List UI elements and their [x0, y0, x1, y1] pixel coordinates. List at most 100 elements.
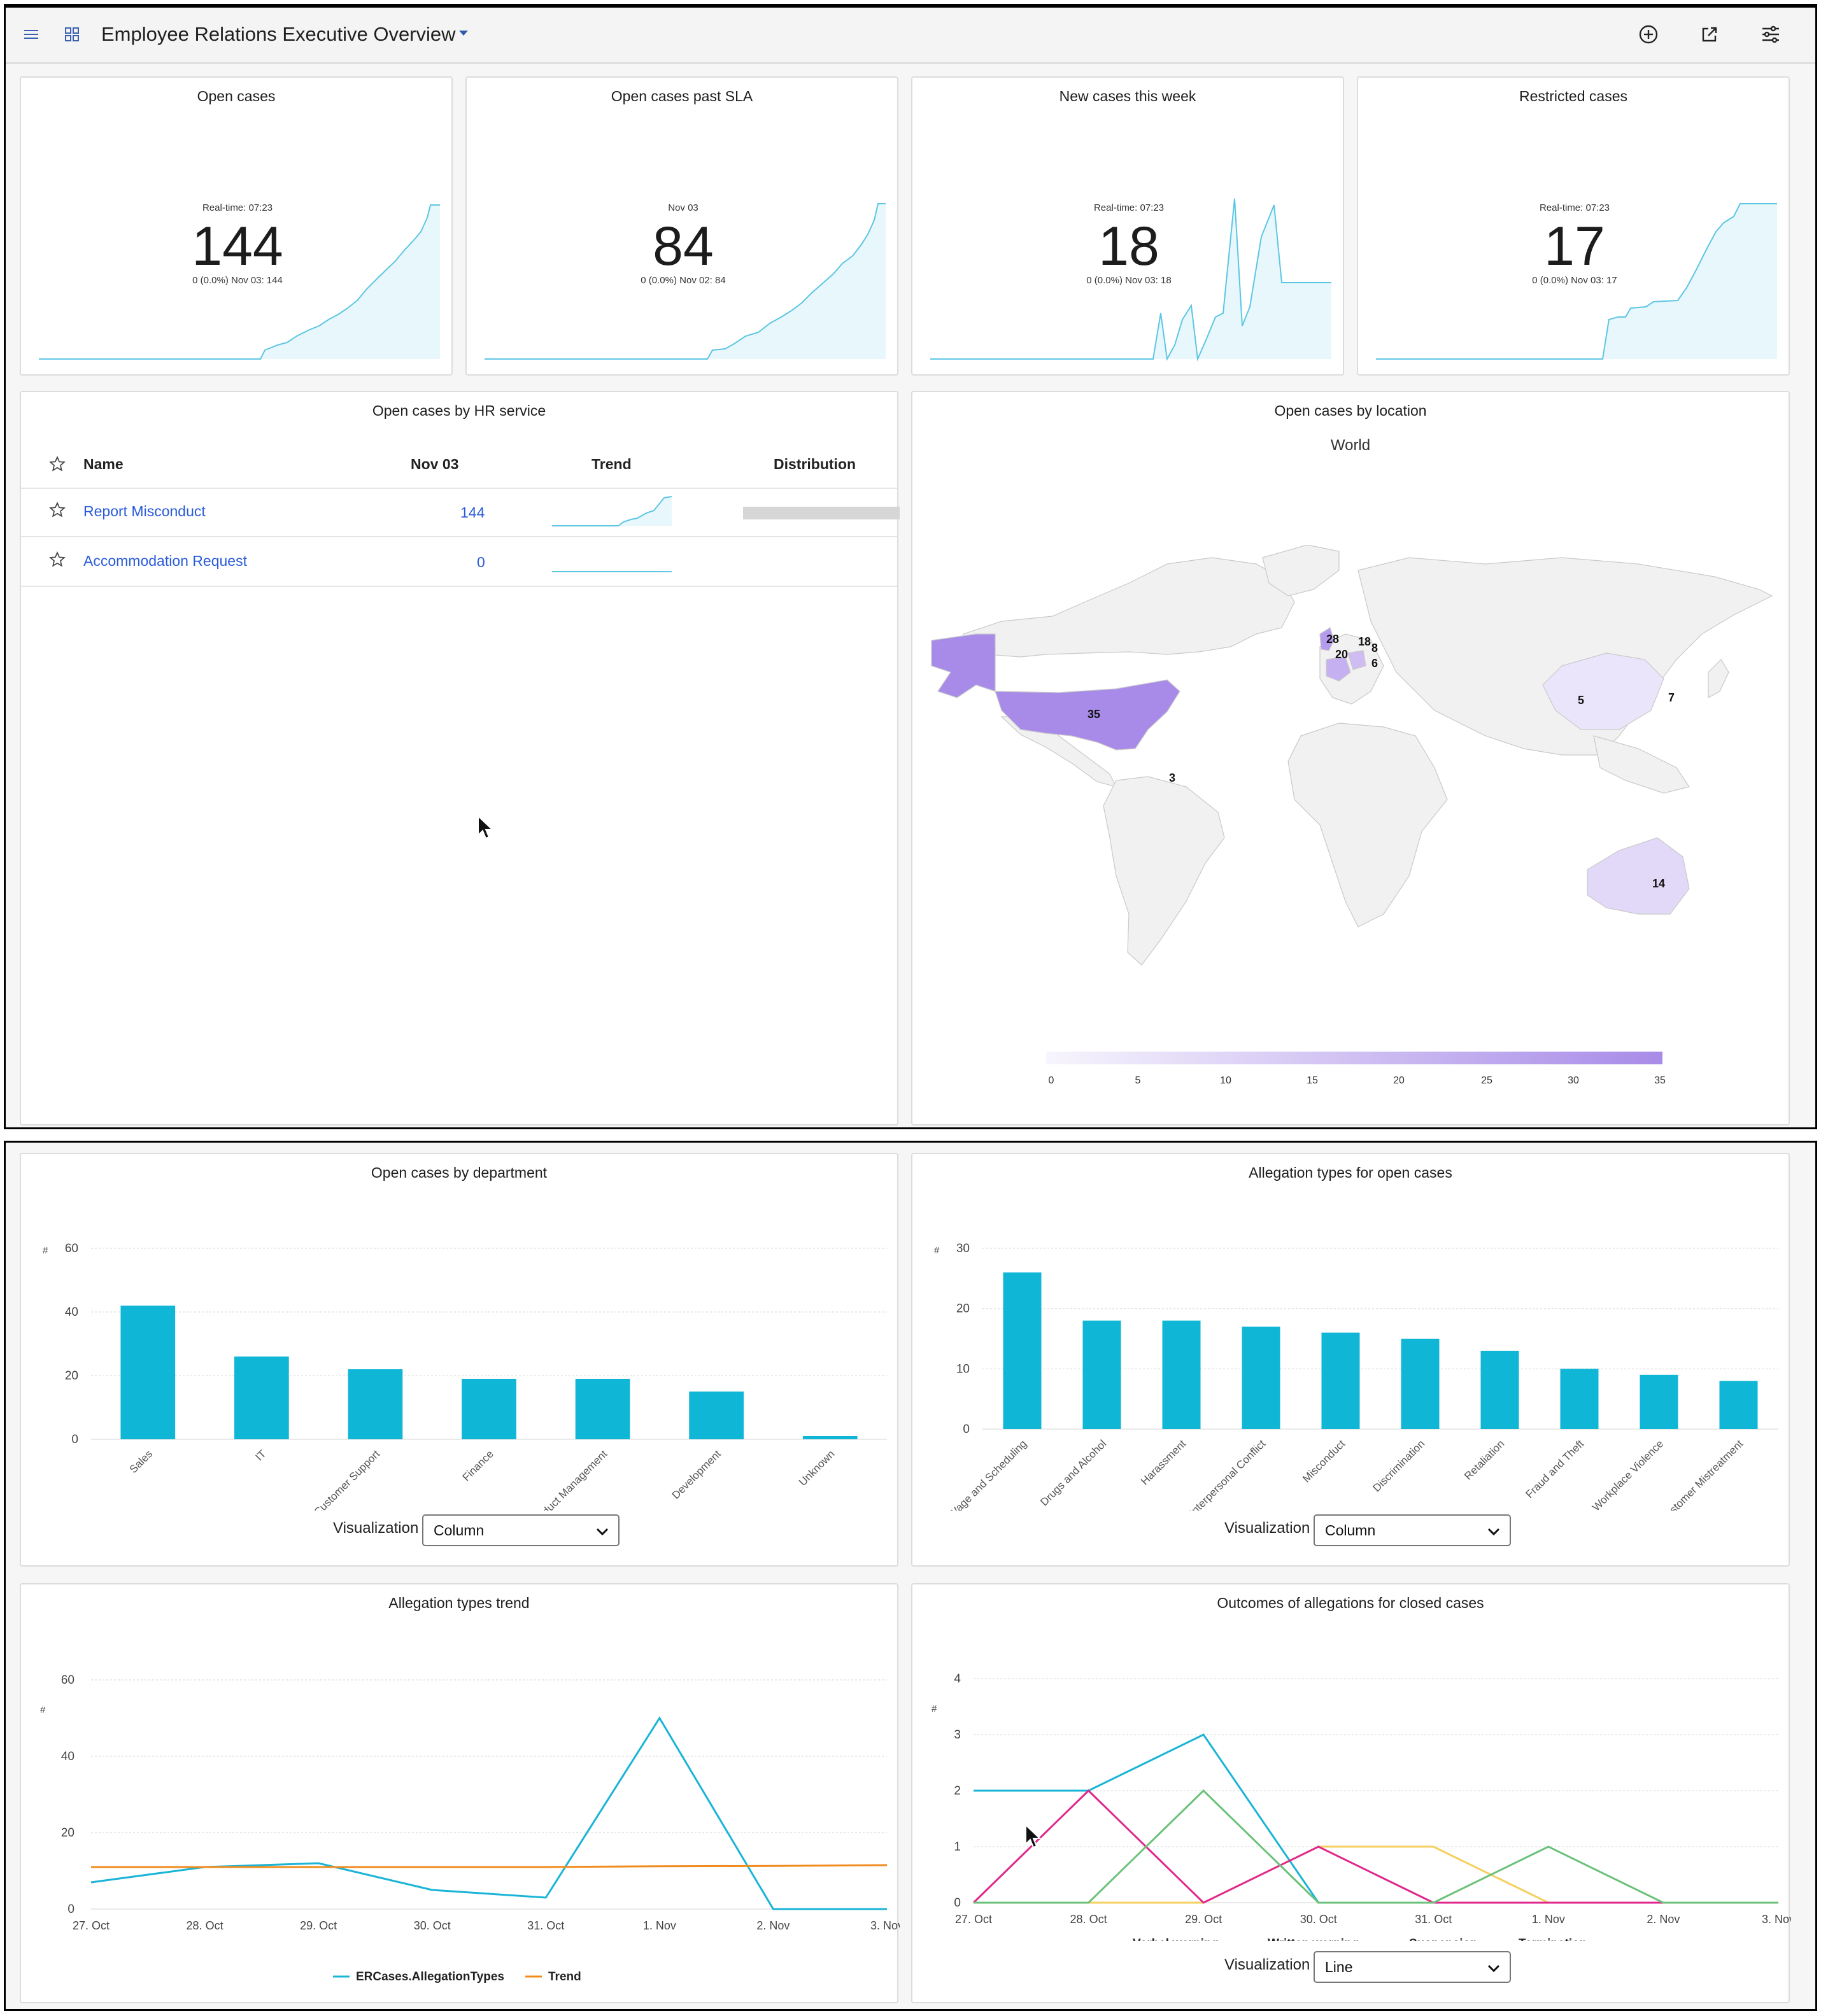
kpi-sparkline: [1376, 203, 1777, 360]
map-europe: [1319, 633, 1384, 705]
dashboard-title: Employee Relations Executive Overview: [101, 23, 456, 45]
star-icon[interactable]: [49, 502, 66, 518]
mouse-cursor-icon: [1025, 1824, 1042, 1849]
y-tick-label: 60: [61, 1674, 74, 1687]
bar: [1401, 1339, 1440, 1429]
location-card: Open cases by location World: [911, 391, 1790, 1125]
department-bar-chart[interactable]: 0 20 40 60 # Sales IT Customer Support Finance Pr…: [21, 1192, 900, 1511]
x-tick-label: 30. Oct: [1300, 1913, 1337, 1926]
bar: [1640, 1374, 1678, 1429]
row-name-link[interactable]: Accommodation Request: [83, 553, 247, 569]
kpi-value: 17: [1544, 216, 1605, 277]
x-tick-label: 3. Nov: [1762, 1913, 1791, 1926]
map-label-uk: 28: [1326, 633, 1339, 645]
kpi-card-new-cases-this-week[interactable]: New cases this week Real-time: 07:23 18 …: [911, 76, 1344, 376]
kpi-card-restricted-cases[interactable]: Restricted cases Real-time: 07:23 17 0 (…: [1357, 76, 1790, 376]
bar: [1321, 1332, 1360, 1429]
x-tick-label: Fraud and Theft: [1524, 1437, 1587, 1500]
grid-icon[interactable]: [59, 22, 85, 47]
bar: [1162, 1320, 1201, 1429]
star-icon[interactable]: [49, 551, 66, 568]
bar: [348, 1369, 403, 1439]
hr-service-card: Open cases by HR service Name Nov 03 Tre…: [20, 391, 900, 1125]
series-line: [974, 1789, 1778, 1904]
map-color-legend: 0 5 10 15 20 25 30 35: [1046, 1052, 1666, 1086]
legend-tick: 25: [1481, 1075, 1492, 1086]
title-dropdown-caret-icon[interactable]: [459, 31, 468, 36]
kpi-card-open-cases-past-sla[interactable]: Open cases past SLA Nov 03 84 0 (0.0%) N…: [465, 76, 898, 376]
row-value-link[interactable]: 144: [460, 504, 485, 521]
kpi-card-open-cases[interactable]: Open cases Real-time: 07:23 144 0 (0.0%)…: [20, 76, 453, 376]
bar: [120, 1306, 176, 1439]
y-tick-label: 0: [963, 1423, 970, 1436]
row-value-link[interactable]: 0: [477, 554, 485, 570]
x-tick-label: 28. Oct: [187, 1919, 223, 1932]
map-alaska: [931, 633, 996, 698]
visualization-select-value: Column: [1325, 1522, 1376, 1539]
visualization-select[interactable]: Column: [1314, 1514, 1511, 1546]
y-tick-label: 60: [65, 1242, 78, 1255]
y-axis-label: #: [934, 1245, 940, 1256]
star-icon[interactable]: [49, 456, 66, 472]
row-trend-sparkline: [552, 571, 672, 572]
map-label-china: 5: [1578, 694, 1584, 707]
world-map[interactable]: 35 28 20 18 8 6 5 7 3 14: [925, 545, 1778, 978]
filter-settings-icon[interactable]: [1758, 22, 1783, 47]
column-header-name[interactable]: Name: [83, 456, 124, 472]
map-label-france: 20: [1335, 648, 1348, 661]
outcomes-title: Outcomes of allegations for closed cases: [1217, 1595, 1484, 1611]
sparkline-area: [39, 205, 440, 359]
x-tick-label: Product Management: [528, 1448, 610, 1511]
kpi-subtitle: Real-time: 07:23: [202, 202, 273, 213]
x-tick-label: 27. Oct: [73, 1919, 110, 1932]
x-tick-label: Wage and Scheduling: [946, 1437, 1030, 1511]
sparkline-line: [930, 198, 1331, 362]
map-germany: [1347, 650, 1366, 670]
sparkline-area: [930, 199, 1331, 359]
bar: [1719, 1381, 1758, 1429]
visualization-select[interactable]: Line: [1314, 1951, 1511, 1983]
y-tick-label: 40: [65, 1306, 78, 1319]
y-tick-label: 30: [956, 1242, 970, 1255]
map-africa: [1287, 723, 1448, 927]
visualization-select[interactable]: Column: [422, 1514, 620, 1546]
x-tick-label: 29. Oct: [1185, 1913, 1222, 1926]
map-south-america: [1103, 776, 1225, 966]
kpi-subtitle: Real-time: 07:23: [1093, 202, 1165, 213]
series-line: [90, 1716, 887, 1910]
map-label-germany: 18: [1358, 635, 1371, 648]
hamburger-icon[interactable]: [18, 22, 44, 47]
outcomes-line-chart[interactable]: 0 1 2 3 4 #27. Oct 28. Oct 29. Oct 30. Oct 31. Oc…: [912, 1623, 1791, 1941]
kpi-meta: 0 (0.0%) Nov 03: 18: [1086, 275, 1172, 286]
legend-tick: 15: [1307, 1075, 1318, 1086]
column-header-trend: Trend: [592, 456, 632, 472]
bar: [1242, 1327, 1280, 1429]
kpi-meta: 0 (0.0%) Nov 03: 17: [1532, 275, 1617, 286]
kpi-value: 144: [192, 216, 283, 277]
add-circle-icon[interactable]: [1636, 22, 1661, 47]
chevron-down-icon: [596, 1528, 609, 1536]
x-tick-label: Harassment: [1138, 1437, 1188, 1487]
kpi-sparkline: [485, 203, 886, 360]
bar: [802, 1436, 858, 1439]
column-header-date[interactable]: Nov 03: [411, 456, 459, 472]
allegation-trend-line-chart[interactable]: 0 20 40 60 #27. Oct 28. Oct 29. Oct 30. Oct 31. …: [21, 1623, 900, 1998]
kpi-value: 84: [653, 216, 714, 277]
allegation-trend-title: Allegation types trend: [388, 1595, 530, 1611]
x-tick-label: Retaliation: [1462, 1437, 1506, 1482]
legend-tick: 35: [1654, 1075, 1666, 1086]
allegation-types-bar-chart[interactable]: 0 10 20 30 # Wage and Scheduling Drugs and Alc…: [912, 1192, 1791, 1511]
share-icon[interactable]: [1697, 22, 1722, 47]
map-china: [1542, 652, 1664, 730]
department-title: Open cases by department: [371, 1164, 548, 1181]
bar: [462, 1379, 516, 1439]
y-axis-label: #: [932, 1703, 937, 1714]
map-label-usa: 35: [1088, 708, 1100, 721]
x-tick-label: 1. Nov: [643, 1919, 676, 1932]
x-tick-label: 2. Nov: [1647, 1913, 1680, 1926]
row-name-link[interactable]: Report Misconduct: [83, 503, 206, 519]
x-tick-label: Discrimination: [1370, 1437, 1427, 1494]
x-tick-label: Customer Mistreatment: [1657, 1437, 1746, 1511]
y-tick-label: 20: [65, 1369, 78, 1383]
bar: [1082, 1320, 1121, 1429]
